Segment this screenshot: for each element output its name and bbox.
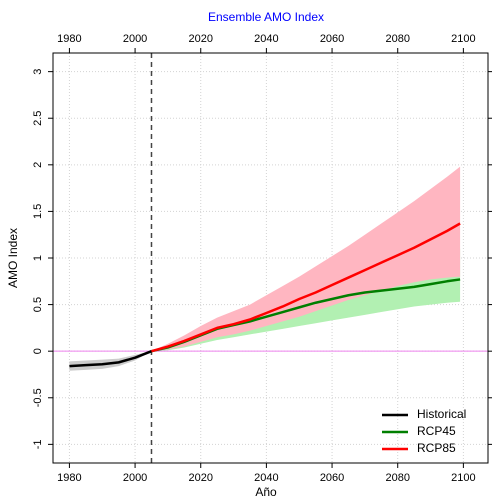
- x-tick-label: 2060: [320, 472, 344, 484]
- x-tick-label: 2000: [123, 472, 147, 484]
- series-line: [69, 350, 152, 368]
- x-tick-label-top: 2040: [254, 33, 278, 45]
- x-tick-label-top: 2020: [188, 33, 212, 45]
- uncertainty-band: [69, 351, 152, 371]
- x-tick-label: 2020: [188, 472, 212, 484]
- x-tick-label-top: 1980: [57, 33, 81, 45]
- y-axis-label: AMO Index: [6, 228, 20, 288]
- uncertainty-band: [151, 166, 461, 352]
- x-axis-label: Año: [255, 485, 277, 499]
- y-tick-label: 0: [32, 348, 44, 354]
- x-tick-label-top: 2100: [451, 33, 475, 45]
- y-tick-label: -1: [32, 439, 44, 449]
- y-tick-label: 2: [32, 162, 44, 168]
- y-tick-label: -0.5: [32, 388, 44, 407]
- y-tick-label: 1: [32, 255, 44, 261]
- y-tick-label: 1.5: [32, 204, 44, 219]
- x-tick-label-top: 2080: [385, 33, 409, 45]
- legend-label: Historical: [417, 407, 466, 421]
- chart-title: Ensemble AMO Index: [208, 10, 324, 24]
- y-tick-label: 0.5: [32, 297, 44, 312]
- x-tick-label: 2100: [451, 472, 475, 484]
- x-tick-label: 2040: [254, 472, 278, 484]
- legend-label: RCP85: [417, 441, 456, 455]
- legend-label: RCP45: [417, 424, 456, 438]
- y-tick-label: 3: [32, 69, 44, 75]
- x-tick-label-top: 2000: [123, 33, 147, 45]
- series-line: [151, 222, 461, 353]
- x-tick-label: 1980: [57, 472, 81, 484]
- y-tick-label: 2.5: [32, 111, 44, 126]
- x-tick-label-top: 2060: [320, 33, 344, 45]
- x-tick-label: 2080: [385, 472, 409, 484]
